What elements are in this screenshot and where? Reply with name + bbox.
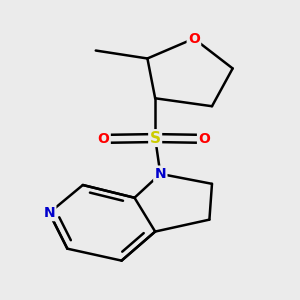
Text: S: S	[150, 130, 161, 146]
Text: O: O	[198, 132, 210, 146]
Text: N: N	[154, 167, 166, 181]
Text: O: O	[98, 132, 110, 146]
Text: N: N	[44, 206, 55, 220]
Text: O: O	[188, 32, 200, 46]
